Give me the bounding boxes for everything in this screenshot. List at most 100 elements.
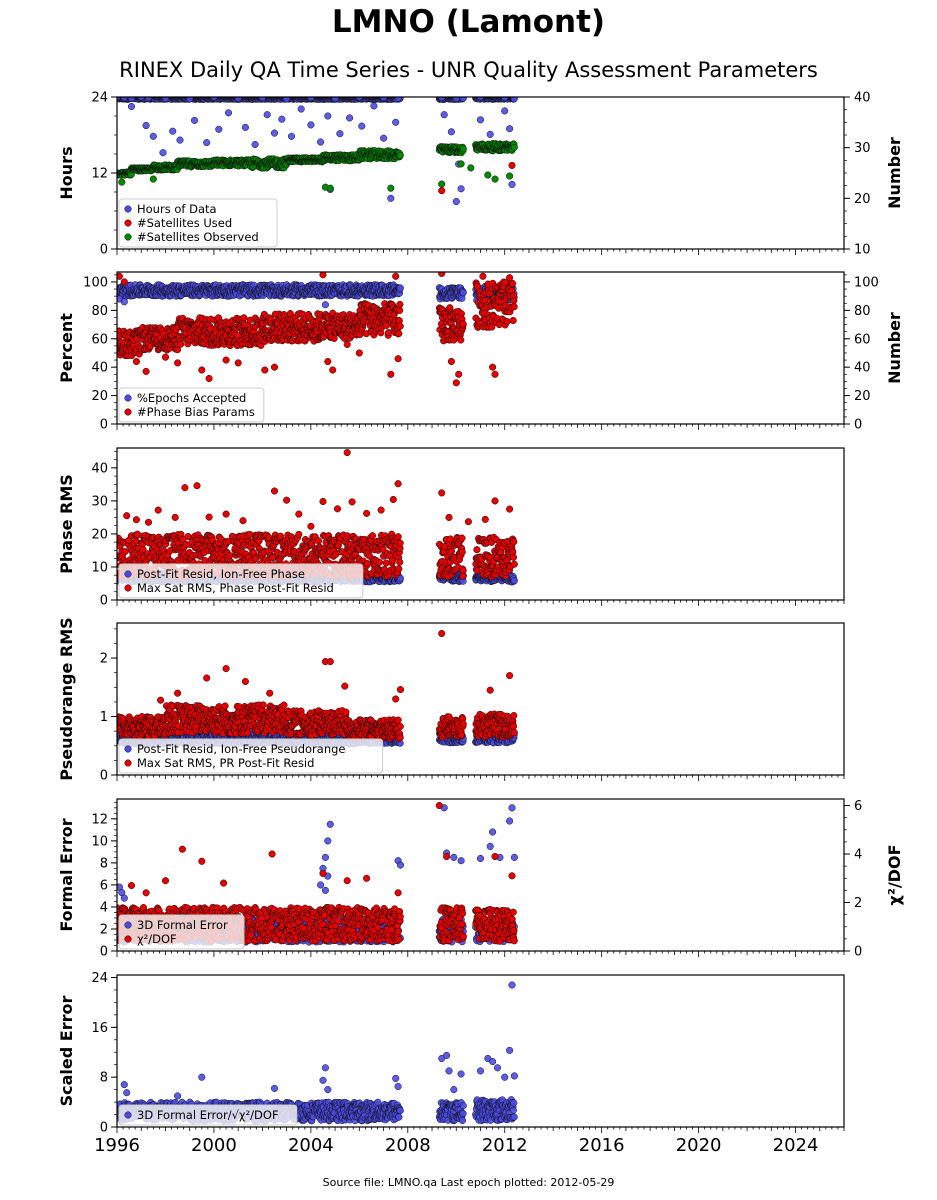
y2-axis-label: Number xyxy=(885,312,904,384)
data-point-blue xyxy=(476,116,485,124)
chart-subtitle: RINEX Daily QA Time Series - UNR Quality… xyxy=(119,58,818,82)
data-point-blue xyxy=(120,298,128,306)
data-point-blue xyxy=(336,130,344,138)
data-point-blue xyxy=(396,284,404,292)
data-point-blue xyxy=(283,97,291,103)
data-point-red xyxy=(205,374,213,383)
y-tick-label: 20 xyxy=(91,389,108,404)
data-point-blue xyxy=(324,112,332,120)
data-point-red xyxy=(438,272,446,277)
data-point-blue xyxy=(210,97,218,101)
data-point-blue xyxy=(358,122,366,130)
data-point-blue xyxy=(331,97,339,102)
data-point-blue xyxy=(459,97,467,102)
legend-entry: #Phase Bias Params xyxy=(137,405,255,419)
panel-1-points xyxy=(117,97,518,206)
data-point-green xyxy=(510,143,518,151)
data-point-green xyxy=(118,178,126,186)
data-point-red xyxy=(396,322,404,330)
data-point-blue xyxy=(215,125,223,133)
data-point-red xyxy=(396,300,404,308)
y-tick-label: 80 xyxy=(91,304,108,319)
data-point-blue xyxy=(251,140,259,149)
data-point-blue xyxy=(457,185,465,193)
data-point-red xyxy=(174,359,182,367)
data-point-red xyxy=(506,274,514,282)
legend-entry: Hours of Data xyxy=(137,202,217,216)
data-point-green xyxy=(438,180,446,188)
y-tick-label: 12 xyxy=(91,167,108,182)
legend: Hours of Data#Satellites Used#Satellites… xyxy=(118,198,278,248)
y2-tick-label: 20 xyxy=(854,192,871,207)
y-tick-label: 100 xyxy=(83,275,108,290)
data-point-blue xyxy=(486,130,494,138)
data-point-red xyxy=(142,367,150,375)
data-point-blue xyxy=(307,121,315,129)
y-tick-label: 40 xyxy=(91,361,108,376)
data-point-red xyxy=(503,318,511,326)
data-point-red xyxy=(452,379,460,387)
data-point-red xyxy=(329,366,337,374)
y-tick-label: 60 xyxy=(91,332,108,347)
y2-tick-label: 80 xyxy=(854,304,871,319)
data-point-blue xyxy=(149,132,157,140)
y2-tick-label: 40 xyxy=(854,91,871,106)
data-point-green xyxy=(491,175,499,183)
data-point-blue xyxy=(176,136,184,144)
data-point-blue xyxy=(506,125,514,133)
data-point-red xyxy=(177,340,185,348)
data-point-red xyxy=(457,336,465,344)
y-axis-label: Percent xyxy=(57,313,76,383)
data-point-red xyxy=(509,316,517,325)
data-point-red xyxy=(120,278,128,286)
data-point-green xyxy=(459,145,467,153)
data-point-red xyxy=(447,357,455,366)
data-point-blue xyxy=(508,180,516,188)
data-point-blue xyxy=(380,134,388,142)
data-point-blue xyxy=(159,149,167,157)
data-point-blue xyxy=(394,97,402,102)
data-point-blue xyxy=(186,97,194,103)
data-point-green xyxy=(149,175,157,183)
data-point-green xyxy=(467,164,475,172)
data-point-blue xyxy=(297,105,305,113)
legend-entry: #Satellites Observed xyxy=(137,230,259,244)
data-point-blue xyxy=(392,118,400,126)
data-point-blue xyxy=(387,194,395,202)
data-point-red xyxy=(489,363,497,371)
data-point-red xyxy=(459,320,467,328)
legend-marker xyxy=(124,408,132,416)
data-point-blue xyxy=(161,97,170,102)
legend-entry: #Satellites Used xyxy=(137,216,232,230)
data-point-blue xyxy=(270,129,279,137)
y2-tick-label: 60 xyxy=(854,332,871,347)
data-point-blue xyxy=(127,97,136,102)
data-point-blue xyxy=(169,127,177,135)
legend-marker xyxy=(124,205,132,213)
data-point-red xyxy=(392,272,400,280)
data-point-green xyxy=(387,184,395,192)
y-tick-label: 0 xyxy=(100,243,108,258)
data-point-blue xyxy=(321,301,329,309)
panel-2-points xyxy=(117,272,518,387)
data-point-red xyxy=(491,370,499,378)
data-point-red xyxy=(324,357,332,366)
legend-marker xyxy=(124,233,132,241)
data-point-blue xyxy=(142,121,150,130)
y2-tick-label: 20 xyxy=(854,389,871,404)
data-point-blue xyxy=(440,111,448,119)
y2-axis-label: Number xyxy=(885,137,904,209)
data-point-blue xyxy=(117,97,121,101)
data-point-blue xyxy=(346,114,354,122)
data-point-red xyxy=(161,353,170,361)
data-point-green xyxy=(396,151,404,159)
data-point-red xyxy=(438,187,446,195)
data-point-blue xyxy=(203,139,211,147)
data-point-red xyxy=(240,314,248,322)
y2-tick-label: 40 xyxy=(854,361,871,376)
data-point-red xyxy=(508,161,516,169)
data-point-blue xyxy=(355,97,363,101)
data-point-blue xyxy=(317,138,325,146)
